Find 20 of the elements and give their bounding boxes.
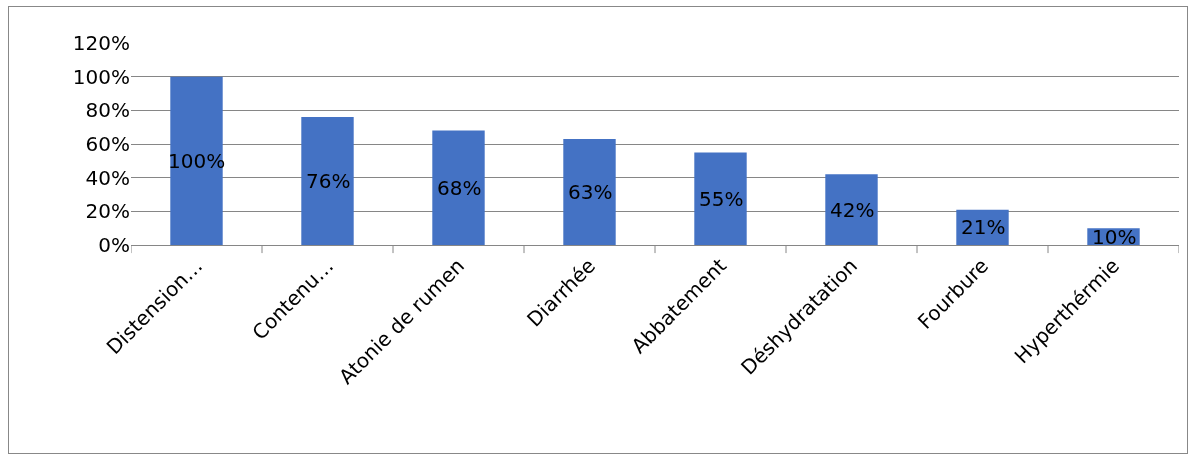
- bar: [694, 152, 747, 245]
- data-label: 10%: [1092, 225, 1137, 249]
- bar: [825, 174, 878, 245]
- y-tick-label: 20%: [85, 199, 130, 224]
- y-tick-label: 0%: [98, 233, 130, 257]
- data-label: 21%: [961, 215, 1006, 239]
- data-label: 63%: [568, 180, 613, 204]
- data-label: 76%: [306, 169, 351, 193]
- bar: [301, 117, 354, 245]
- y-tick-label: 80%: [85, 98, 130, 123]
- bar: [563, 138, 616, 245]
- bar: [170, 76, 223, 245]
- y-tick-label: 60%: [85, 132, 130, 156]
- data-label: 68%: [437, 176, 482, 200]
- data-label: 55%: [699, 187, 744, 211]
- data-label: 42%: [830, 198, 875, 222]
- bar: [432, 130, 485, 245]
- y-tick-label: 120%: [72, 31, 130, 55]
- y-tick-label: 40%: [85, 165, 130, 190]
- y-tick-label: 100%: [72, 64, 130, 89]
